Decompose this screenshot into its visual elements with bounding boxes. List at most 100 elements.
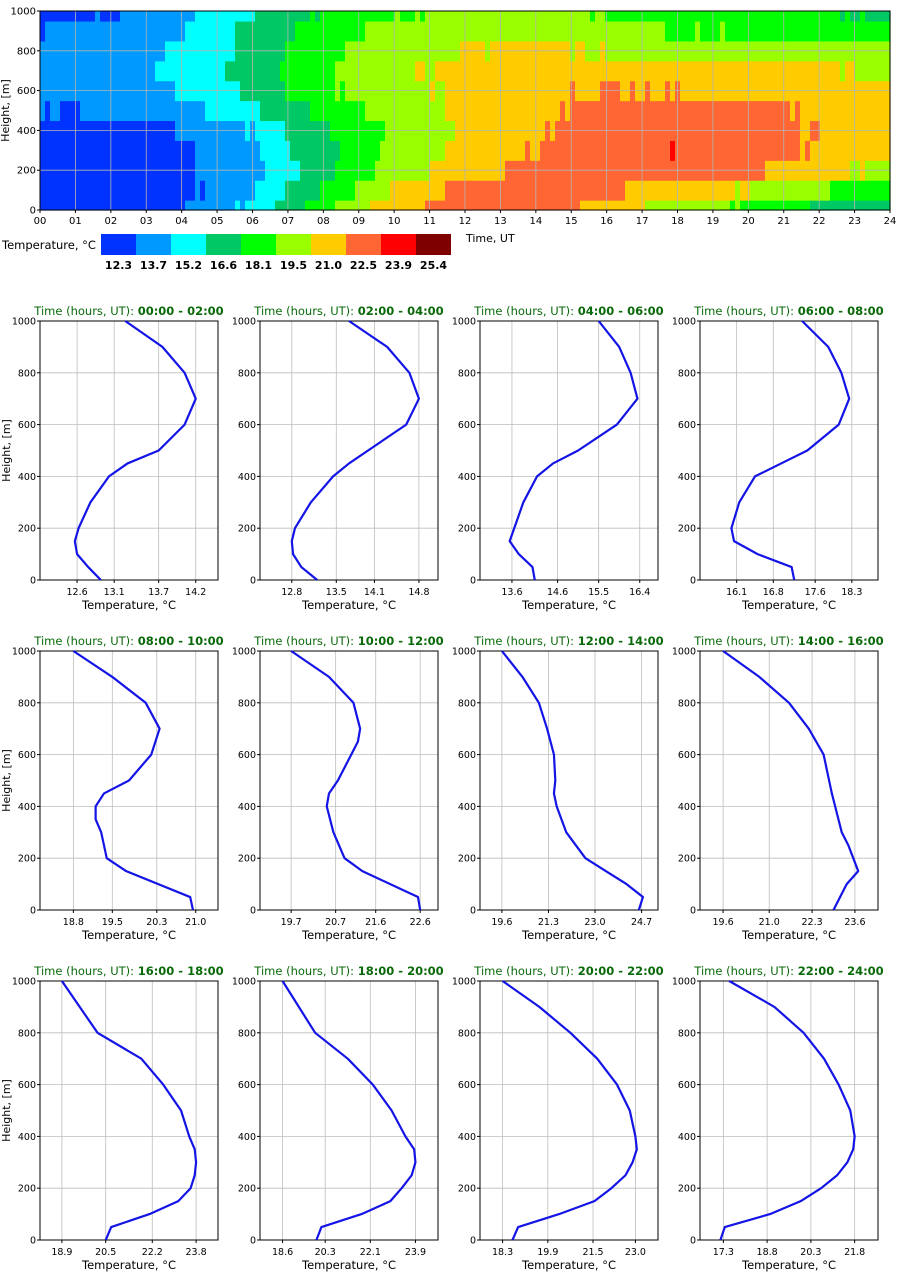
heatmap-cell — [150, 180, 156, 201]
heatmap-cell — [315, 200, 321, 211]
heatmap-cell — [490, 60, 496, 82]
heatmap-cell — [360, 60, 366, 82]
heatmap-cell — [740, 11, 746, 22]
heatmap-cell — [180, 200, 186, 211]
heatmap-cell — [655, 100, 661, 122]
heatmap-cell — [405, 100, 411, 122]
heatmap-cell — [530, 60, 536, 82]
heatmap-cell — [185, 60, 191, 82]
heatmap-cell — [200, 140, 206, 161]
heatmap-cell — [225, 60, 231, 82]
heatmap-cell — [760, 140, 766, 161]
heatmap-cell — [470, 11, 476, 22]
heatmap-cell — [385, 140, 391, 161]
heatmap-cell — [495, 20, 501, 42]
heatmap-cell — [560, 60, 566, 82]
heatmap-cell — [360, 140, 366, 161]
profile-x-axis-label: Temperature, °C — [301, 1258, 396, 1272]
heatmap-cell — [130, 100, 136, 122]
profile-title: Time (hours, UT): 22:00 - 24:00 — [693, 964, 883, 978]
heatmap-cell — [705, 20, 711, 42]
heatmap-cell — [650, 20, 656, 42]
heatmap-x-tick-label: 02 — [104, 216, 117, 227]
profile-x-tick-label: 13.5 — [326, 587, 347, 598]
heatmap-cell — [255, 200, 261, 211]
profile-frame — [699, 320, 879, 581]
heatmap-cell — [850, 200, 856, 211]
heatmap-cell — [715, 60, 721, 82]
profile-x-tick-label: 20.3 — [315, 1247, 336, 1258]
heatmap-y-axis-label: Height, [m] — [0, 79, 12, 142]
heatmap-cell — [560, 20, 566, 42]
heatmap-cell — [740, 180, 746, 201]
heatmap-cell — [415, 20, 421, 42]
heatmap-cell — [545, 140, 551, 161]
heatmap-cell — [365, 140, 371, 161]
heatmap-cell — [155, 140, 161, 161]
heatmap-cell — [200, 20, 206, 42]
heatmap-cell — [880, 100, 886, 122]
heatmap-cell — [125, 20, 131, 42]
heatmap-cell — [505, 11, 511, 22]
heatmap-cell — [730, 200, 736, 211]
heatmap-cell — [145, 140, 151, 161]
heatmap-cell — [625, 20, 631, 42]
heatmap-cell — [315, 20, 321, 42]
heatmap-cell — [325, 20, 331, 42]
profile-x-tick-label: 18.6 — [272, 1247, 293, 1258]
heatmap-x-tick-label: 24 — [884, 216, 897, 227]
heatmap-cell — [655, 180, 661, 201]
profile-frame — [479, 650, 659, 911]
heatmap-cell — [320, 60, 326, 82]
heatmap-x-tick-label: 10 — [388, 216, 401, 227]
profile-y-tick-label: 1000 — [672, 977, 696, 988]
heatmap-cell — [700, 100, 706, 122]
heatmap-cell — [770, 20, 776, 42]
heatmap-cell — [775, 20, 781, 42]
heatmap-cell — [215, 180, 221, 201]
heatmap-cell — [845, 60, 851, 82]
heatmap-cell — [85, 140, 91, 161]
heatmap-cell — [375, 180, 381, 201]
profile-y-tick-label: 200 — [238, 524, 256, 535]
heatmap-cell — [360, 11, 366, 22]
heatmap-cell — [220, 180, 226, 201]
heatmap-cell — [220, 60, 226, 82]
colorbar-swatch — [171, 234, 206, 255]
heatmap-cell — [535, 140, 541, 161]
profile-title-range: 00:00 - 02:00 — [138, 304, 224, 318]
heatmap-cell — [590, 100, 596, 122]
profile-y-tick-label: 800 — [678, 368, 696, 379]
profile-y-tick-label: 1000 — [12, 647, 36, 658]
heatmap-cell — [155, 200, 161, 211]
profile-x-tick-label: 15.5 — [588, 587, 609, 598]
heatmap-cell — [300, 180, 306, 201]
heatmap-cell — [175, 180, 181, 201]
heatmap-cell — [350, 180, 356, 201]
heatmap-cell — [230, 60, 236, 82]
profile-title: Time (hours, UT): 00:00 - 02:00 — [33, 304, 223, 318]
heatmap-cell — [700, 11, 706, 22]
heatmap-cell — [230, 200, 236, 211]
profile-y-tick-label: 200 — [18, 854, 36, 865]
heatmap-cell — [335, 100, 341, 122]
heatmap-cell — [40, 100, 46, 122]
heatmap-cell — [190, 60, 196, 82]
heatmap-cell — [390, 11, 396, 22]
heatmap-cell — [580, 20, 586, 42]
heatmap-cell — [785, 11, 791, 22]
profile-x-tick-label: 16.4 — [629, 587, 650, 598]
heatmap-cell — [525, 100, 531, 122]
profile-y-tick-label: 400 — [238, 472, 256, 483]
heatmap-cell — [260, 140, 266, 161]
profile-y-tick-label: 800 — [18, 368, 36, 379]
heatmap-cell — [475, 100, 481, 122]
heatmap-cell — [790, 60, 796, 82]
heatmap-cell — [585, 20, 591, 42]
heatmap-cell — [760, 200, 766, 211]
heatmap-cell — [100, 60, 106, 82]
profile-x-tick-label: 13.6 — [501, 587, 522, 598]
heatmap-cell — [345, 11, 351, 22]
heatmap-cell — [530, 20, 536, 42]
heatmap-x-tick-label: 18 — [671, 216, 684, 227]
